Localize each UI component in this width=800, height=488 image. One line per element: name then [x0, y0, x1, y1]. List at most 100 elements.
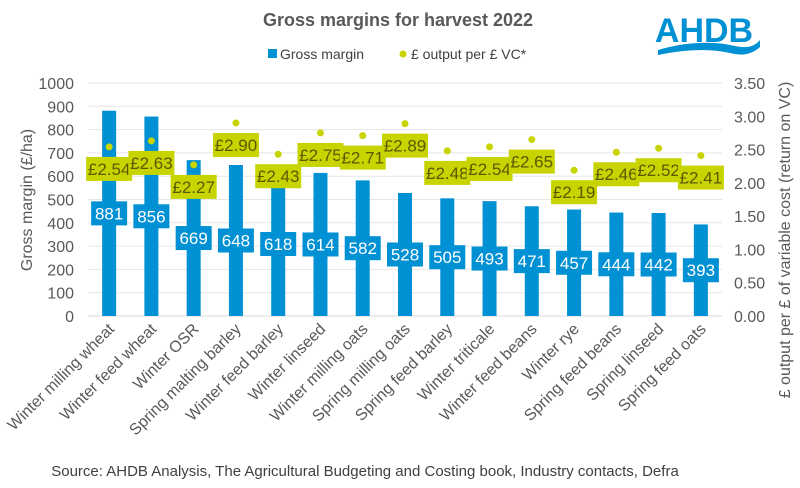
bar-label-box [598, 252, 635, 277]
dot-label-box [551, 180, 598, 205]
right-tick-label: 2.50 [734, 143, 765, 160]
dot [612, 148, 620, 156]
bar-label: 444 [602, 255, 630, 274]
source-note: Source: AHDB Analysis, The Agricultural … [51, 463, 679, 480]
dot [316, 129, 324, 137]
left-tick-label: 200 [47, 262, 74, 279]
dot-label-box [677, 165, 724, 190]
dot-label-box [424, 160, 471, 185]
right-tick-label: 0.50 [734, 276, 765, 293]
right-axis-ticks: 0.00 0.50 1.00 1.50 2.00 2.50 3.00 3.50 [734, 76, 765, 326]
chart-title: Gross margins for harvest 2022 [263, 10, 533, 30]
dot-label-box [593, 162, 640, 187]
left-tick-label: 800 [47, 123, 74, 140]
dot-label-box [339, 145, 386, 170]
right-tick-label: 2.00 [734, 176, 765, 193]
dot [486, 143, 494, 151]
dot-label: £2.54 [88, 160, 131, 179]
bar-label-box [175, 226, 212, 251]
bar-label: 528 [391, 245, 419, 264]
left-tick-label: 100 [47, 286, 74, 303]
dot-label: £2.54 [468, 160, 511, 179]
right-tick-label: 3.50 [734, 76, 765, 93]
logo-wave-icon [658, 40, 760, 55]
bar-label-box [91, 201, 128, 226]
dot-label: £2.43 [257, 167, 300, 186]
bar-label-box [513, 249, 550, 274]
dot [443, 147, 451, 155]
right-tick-label: 1.00 [734, 242, 765, 259]
dot-label-box [255, 164, 302, 189]
left-tick-label: 300 [47, 239, 74, 256]
legend: Gross margin £ output per £ VC* [268, 46, 527, 62]
dot-label-box [635, 158, 682, 183]
left-tick-label: 900 [47, 99, 74, 116]
ahdb-logo: AHDB [655, 12, 760, 55]
dot-labels: £2.54 £2.63£2.27£2.90£2.43£2.75 £2.71£2.89… [86, 132, 724, 205]
bar-label-box [387, 242, 423, 267]
dot [359, 132, 367, 140]
bar-label: 856 [137, 207, 165, 226]
dot [105, 143, 113, 151]
dot-label: £2.48 [426, 164, 469, 183]
dot [274, 150, 282, 158]
dot-label-box [86, 156, 133, 181]
dot-label-box [508, 149, 555, 174]
bar-label: 618 [264, 235, 292, 254]
bar-label: 393 [687, 261, 715, 280]
dot-label: £2.46 [595, 165, 638, 184]
bar-label: 648 [222, 232, 250, 251]
legend-label-gross-margin: Gross margin [280, 46, 364, 62]
left-tick-label: 600 [47, 169, 74, 186]
left-tick-label: 500 [47, 193, 74, 210]
right-tick-label: 3.00 [734, 109, 765, 126]
bar-label: 669 [179, 229, 207, 248]
bar-label-box [302, 232, 339, 257]
left-axis-ticks: 0 100 200 300 400 500 600 700 800 900 1000 [38, 76, 74, 326]
dot [232, 119, 240, 127]
right-tick-label: 0.00 [734, 309, 765, 326]
dot [697, 152, 705, 160]
dot-label: £2.63 [130, 154, 173, 173]
bar-label-box [217, 228, 254, 253]
dot [190, 161, 198, 169]
bar-label: 442 [644, 256, 672, 275]
bar-labels: 881 856 669 648 618 614 582 528 505 493 471 457 444 4… [91, 201, 719, 283]
bar-label-box [133, 204, 170, 229]
bar-label: 614 [306, 235, 334, 254]
bar-label: 457 [560, 254, 588, 273]
dot [147, 137, 155, 145]
left-tick-label: 400 [47, 216, 74, 233]
bar-label: 881 [95, 204, 123, 223]
left-tick-label: 1000 [38, 76, 74, 93]
legend-swatch-gross-margin [268, 49, 277, 58]
dot-label: £2.75 [299, 146, 342, 165]
dot-label: £2.71 [341, 149, 384, 168]
left-tick-label: 0 [65, 309, 74, 326]
dot-label: £2.65 [511, 153, 554, 172]
left-tick-label: 700 [47, 146, 74, 163]
bar-label: 493 [475, 250, 503, 269]
dot [570, 166, 578, 174]
dots [105, 119, 705, 174]
dot-label-box [212, 132, 259, 157]
legend-swatch-output-per-vc [399, 50, 407, 58]
bar-label-box [640, 252, 677, 277]
bar-label-box [260, 232, 297, 257]
dot-label: £2.52 [637, 161, 680, 180]
legend-label-output-per-vc: £ output per £ VC* [411, 46, 527, 62]
dot-label-box [297, 142, 344, 167]
bar-label-box [682, 258, 719, 283]
right-tick-label: 1.50 [734, 209, 765, 226]
bar-label-box [429, 245, 466, 270]
dot-label-box [382, 133, 428, 158]
bar-label-box [344, 236, 381, 261]
dot-label-box [170, 174, 217, 199]
dot [528, 136, 536, 144]
dot-label: £2.41 [680, 169, 723, 188]
dot [401, 120, 409, 128]
dot-label-box [466, 156, 513, 181]
bar-label: 582 [349, 239, 377, 258]
